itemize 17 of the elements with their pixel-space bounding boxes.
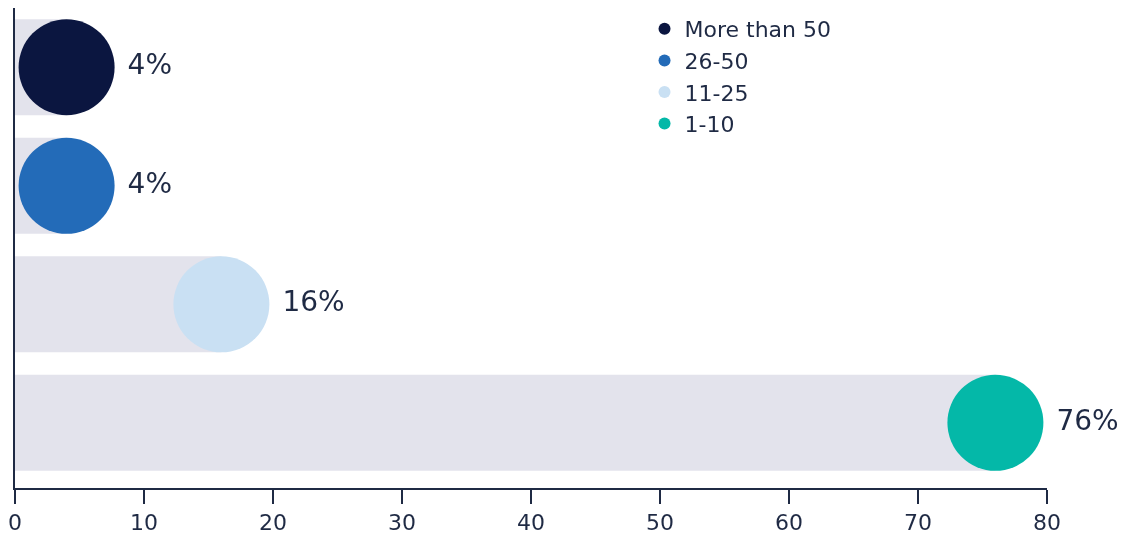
legend-label: More than 50 — [684, 17, 832, 43]
x-tick-label: 50 — [646, 510, 674, 536]
legend-label: 26-50 — [684, 48, 749, 74]
x-tick-label: 10 — [130, 510, 158, 536]
x-tick-label: 40 — [517, 510, 545, 536]
x-tick-label: 30 — [388, 510, 416, 536]
x-tick-label: 80 — [1033, 510, 1061, 536]
legend-label: 1-10 — [684, 112, 735, 138]
x-tick-label: 0 — [8, 510, 22, 536]
legend-label: 11-25 — [684, 80, 749, 106]
text: 16% — [282, 285, 345, 319]
x-tick-label: 20 — [259, 510, 287, 536]
text: 4% — [127, 48, 173, 82]
text: 4% — [127, 166, 173, 200]
x-tick-label: 60 — [775, 510, 803, 536]
x-tick-label: 70 — [904, 510, 932, 536]
text: 76% — [1056, 403, 1119, 437]
